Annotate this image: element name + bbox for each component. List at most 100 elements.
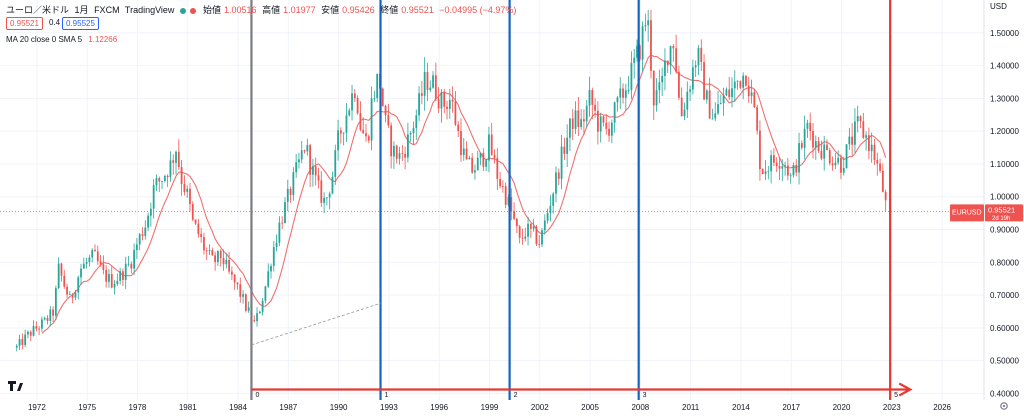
candle-body [124,263,127,280]
timeline-arrow-head [898,382,913,397]
time-tick-label: 2017 [782,403,800,412]
tradingview-logo-icon [8,381,23,391]
candle-body [219,250,222,259]
candle-body [555,172,557,194]
candle-body [644,25,647,27]
candle-body [80,268,82,278]
candle-body [563,146,566,154]
candle-body [242,294,244,297]
candle-body [387,114,390,126]
candle-body [443,92,446,107]
candle-body [733,81,736,89]
candle-body [828,150,831,164]
candle-body [52,309,54,316]
candle-body [820,150,823,159]
candle-body [359,113,362,130]
candle-body [407,134,409,158]
candle-body [666,60,669,66]
candle-body [211,250,214,256]
open-value: 1.00516 [224,5,257,15]
time-axis[interactable]: 1972 1975 1978 1981 1984 1987 1990 1993 1996 1999… [28,403,952,412]
candle-body [884,191,887,201]
candle-body [169,160,172,178]
candle-body [873,144,876,160]
candle-body [345,115,348,133]
candle-body [823,144,826,159]
candle-body [736,80,739,82]
candle-body [390,125,393,157]
candle-body [217,250,219,263]
price-axis[interactable]: USD 1.50000 1.40000 1.30000 1.20000 1.10000 1… [983,0,1019,400]
candle-body [689,89,691,92]
candle-body [602,116,605,123]
ask-price-box[interactable]: 0.95525 [62,17,99,30]
candle-body [786,165,789,176]
candle-body [49,309,52,321]
candle-body [851,136,854,145]
candle-body [300,150,303,160]
candle-body [155,178,158,186]
candle-body [24,334,27,345]
candle-body [661,75,664,83]
candle-body [504,186,507,205]
candle-body [205,250,208,252]
candle-body [284,201,286,224]
last-price-box [985,204,1023,222]
dashed-trend-line[interactable] [251,302,381,346]
candle-body [750,92,753,97]
candle-body [703,62,705,100]
candle-body [222,258,225,265]
candle-body [175,151,177,163]
last-price-symbol: EURUSD [952,209,982,216]
candle-body [163,175,166,181]
candle-body [658,82,661,91]
candle-body [837,157,840,163]
price-tick-label: 0.50000 [990,357,1019,366]
candle-body [314,166,317,176]
vertical-line-label: 5 [894,392,898,399]
indicator-row[interactable]: MA 20 close 0 SMA 5 1.12266 [6,35,117,44]
candle-body [77,277,80,293]
candle-body [152,185,155,209]
candle-body [373,98,376,99]
candle-body [141,234,144,236]
bid-price-box[interactable]: 0.95521 [6,17,43,30]
candle-body [705,90,708,100]
drawing-lines[interactable]: 0 1 2 3 5 [250,0,913,400]
candle-body [775,162,778,167]
candle-body [610,122,613,136]
candle-body [270,265,272,272]
candle-body [362,129,365,134]
candle-body [641,26,644,60]
candle-body [865,135,867,138]
candle-body [773,155,775,163]
indicator-value: 1.12266 [88,35,118,44]
candle-body [172,160,175,163]
candle-body [43,317,46,320]
candle-body [739,80,742,88]
candle-body [756,106,759,131]
candle-body [619,88,622,98]
candle-body [675,48,678,72]
ma-path [41,54,887,334]
candle-body [759,130,761,170]
candle-body [513,211,515,219]
candle-body [272,247,275,266]
symbol-name[interactable]: ユーロ／米ドル [6,5,70,15]
candle-body [538,243,541,245]
vertical-line-label: 0 [255,392,259,399]
price-tick-label: 1.50000 [990,29,1019,38]
change-value: −0.04995 (−4.97%) [439,5,517,15]
time-tick-label: 1978 [129,403,147,412]
interval-label[interactable]: 1月 [74,5,89,15]
last-price-value: 0.95521 [988,205,1015,214]
candle-body [753,92,756,107]
settings-icon[interactable] [1000,402,1008,410]
candle-body [560,146,563,179]
time-tick-label: 2002 [531,403,549,412]
candle-body [94,250,96,252]
candle-body [384,105,387,115]
candle-body [41,319,43,329]
